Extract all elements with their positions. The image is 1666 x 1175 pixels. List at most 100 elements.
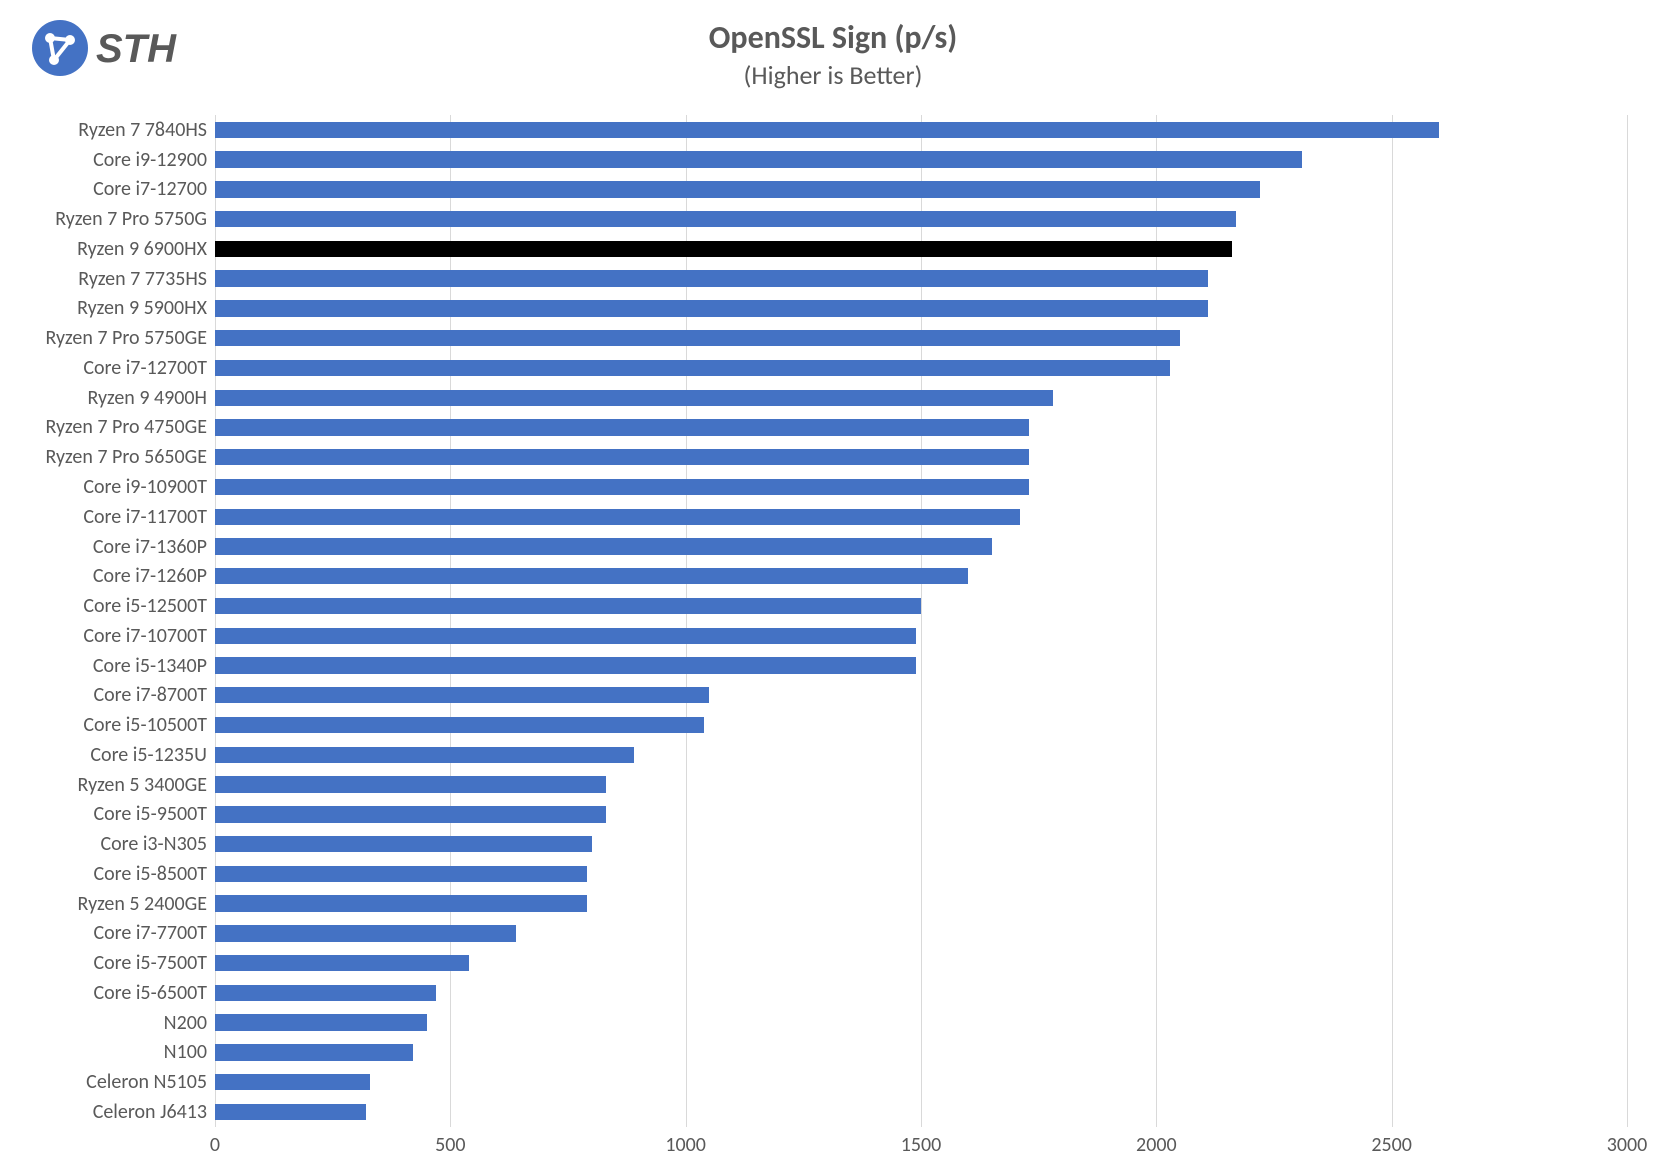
bar-row: Celeron J6413: [215, 1104, 1627, 1120]
bar: [215, 806, 606, 822]
bar-label: Ryzen 7 Pro 5750GE: [46, 328, 216, 348]
gridline: [1627, 115, 1628, 1127]
bar-label: Ryzen 9 4900H: [87, 388, 215, 408]
bar-row: N100: [215, 1044, 1627, 1060]
bar: [215, 419, 1029, 435]
bar: [215, 955, 469, 971]
bar-row: Core i5-12500T: [215, 598, 1627, 614]
bar: [215, 1044, 413, 1060]
bar-label: Ryzen 7 Pro 5750G: [55, 209, 215, 229]
gridline: [1156, 115, 1157, 1127]
bar: [215, 211, 1236, 227]
bar-label: Ryzen 7 7735HS: [78, 269, 215, 289]
bar-label: Core i5-9500T: [93, 804, 215, 824]
bar-label: Core i7-11700T: [83, 507, 215, 527]
x-tick-label: 2000: [1136, 1133, 1177, 1157]
bar: [215, 151, 1302, 167]
bar-label: Core i7-12700: [93, 179, 215, 199]
bar-highlight: [215, 241, 1232, 257]
bar-row: Core i5-1235U: [215, 747, 1627, 763]
bar: [215, 1074, 370, 1090]
bar-row: Ryzen 7 Pro 4750GE: [215, 419, 1627, 435]
bar-row: Ryzen 9 6900HX: [215, 241, 1627, 257]
bar-row: Core i5-7500T: [215, 955, 1627, 971]
bar-row: Core i5-1340P: [215, 657, 1627, 673]
bar: [215, 1104, 366, 1120]
bar-label: Ryzen 5 3400GE: [78, 775, 215, 795]
gridline: [921, 115, 922, 1127]
bar-label: Core i5-1340P: [93, 656, 215, 676]
gridline: [215, 115, 216, 1127]
bar-label: Core i5-10500T: [83, 715, 215, 735]
bar-row: Core i7-12700T: [215, 360, 1627, 376]
bar-row: Core i7-12700: [215, 181, 1627, 197]
bar-row: Core i9-12900: [215, 151, 1627, 167]
bar: [215, 270, 1208, 286]
bar-label: Core i7-12700T: [83, 358, 215, 378]
bar-label: N200: [164, 1013, 215, 1033]
bar-row: Core i7-11700T: [215, 509, 1627, 525]
bar-label: Celeron N5105: [86, 1072, 215, 1092]
bar: [215, 866, 587, 882]
bar: [215, 895, 587, 911]
bar-row: Core i5-8500T: [215, 866, 1627, 882]
bar-row: Core i7-7700T: [215, 925, 1627, 941]
chart-canvas: STH OpenSSL Sign (p/s) (Higher is Better…: [0, 0, 1666, 1175]
bar-label: Core i5-7500T: [93, 953, 215, 973]
bar-label: Core i7-10700T: [83, 626, 215, 646]
bar-label: Core i9-10900T: [83, 477, 215, 497]
bar-row: Ryzen 9 4900H: [215, 390, 1627, 406]
bar: [215, 122, 1439, 138]
x-tick-label: 2500: [1371, 1133, 1412, 1157]
x-tick-label: 3000: [1607, 1133, 1648, 1157]
bar-label: Core i5-1235U: [90, 745, 215, 765]
bar: [215, 300, 1208, 316]
bar: [215, 717, 704, 733]
bar-label: Core i7-8700T: [93, 685, 215, 705]
bar-label: Core i5-8500T: [93, 864, 215, 884]
bar-row: Core i7-1360P: [215, 538, 1627, 554]
bar: [215, 181, 1260, 197]
bar-row: Ryzen 7 Pro 5750GE: [215, 330, 1627, 346]
bar: [215, 657, 916, 673]
bar-label: Core i5-12500T: [83, 596, 215, 616]
bar-label: Ryzen 7 7840HS: [78, 120, 215, 140]
title-block: OpenSSL Sign (p/s) (Higher is Better): [0, 18, 1666, 91]
chart-title: OpenSSL Sign (p/s): [0, 18, 1666, 57]
bar: [215, 687, 709, 703]
bar: [215, 985, 436, 1001]
bar-row: Core i5-10500T: [215, 717, 1627, 733]
plot-area: 050010001500200025003000Ryzen 7 7840HSCo…: [215, 115, 1627, 1127]
bar-label: Core i9-12900: [93, 150, 215, 170]
bar: [215, 360, 1170, 376]
bar-row: Ryzen 7 Pro 5650GE: [215, 449, 1627, 465]
x-tick-label: 1000: [665, 1133, 706, 1157]
bar-row: Ryzen 5 3400GE: [215, 776, 1627, 792]
bar: [215, 330, 1180, 346]
bar: [215, 1014, 427, 1030]
bar: [215, 538, 992, 554]
x-tick-label: 500: [435, 1133, 465, 1157]
bar: [215, 747, 634, 763]
bar-row: Ryzen 7 Pro 5750G: [215, 211, 1627, 227]
bar-label: Core i3-N305: [100, 834, 215, 854]
bar: [215, 568, 968, 584]
bar: [215, 390, 1053, 406]
bar-label: Ryzen 7 Pro 4750GE: [46, 417, 216, 437]
bar-row: Core i5-6500T: [215, 985, 1627, 1001]
bar-row: Ryzen 9 5900HX: [215, 300, 1627, 316]
bar-row: Core i9-10900T: [215, 479, 1627, 495]
bar-label: Ryzen 7 Pro 5650GE: [46, 447, 216, 467]
bar: [215, 776, 606, 792]
bar: [215, 925, 516, 941]
bar-row: Core i5-9500T: [215, 806, 1627, 822]
bar-row: Core i7-10700T: [215, 628, 1627, 644]
bar-row: Ryzen 7 7735HS: [215, 270, 1627, 286]
bar-label: Core i7-1360P: [93, 537, 215, 557]
bar-row: Ryzen 5 2400GE: [215, 895, 1627, 911]
bar-row: Ryzen 7 7840HS: [215, 122, 1627, 138]
gridline: [1392, 115, 1393, 1127]
bar: [215, 836, 592, 852]
bar-label: Ryzen 5 2400GE: [78, 894, 215, 914]
bar-row: N200: [215, 1014, 1627, 1030]
